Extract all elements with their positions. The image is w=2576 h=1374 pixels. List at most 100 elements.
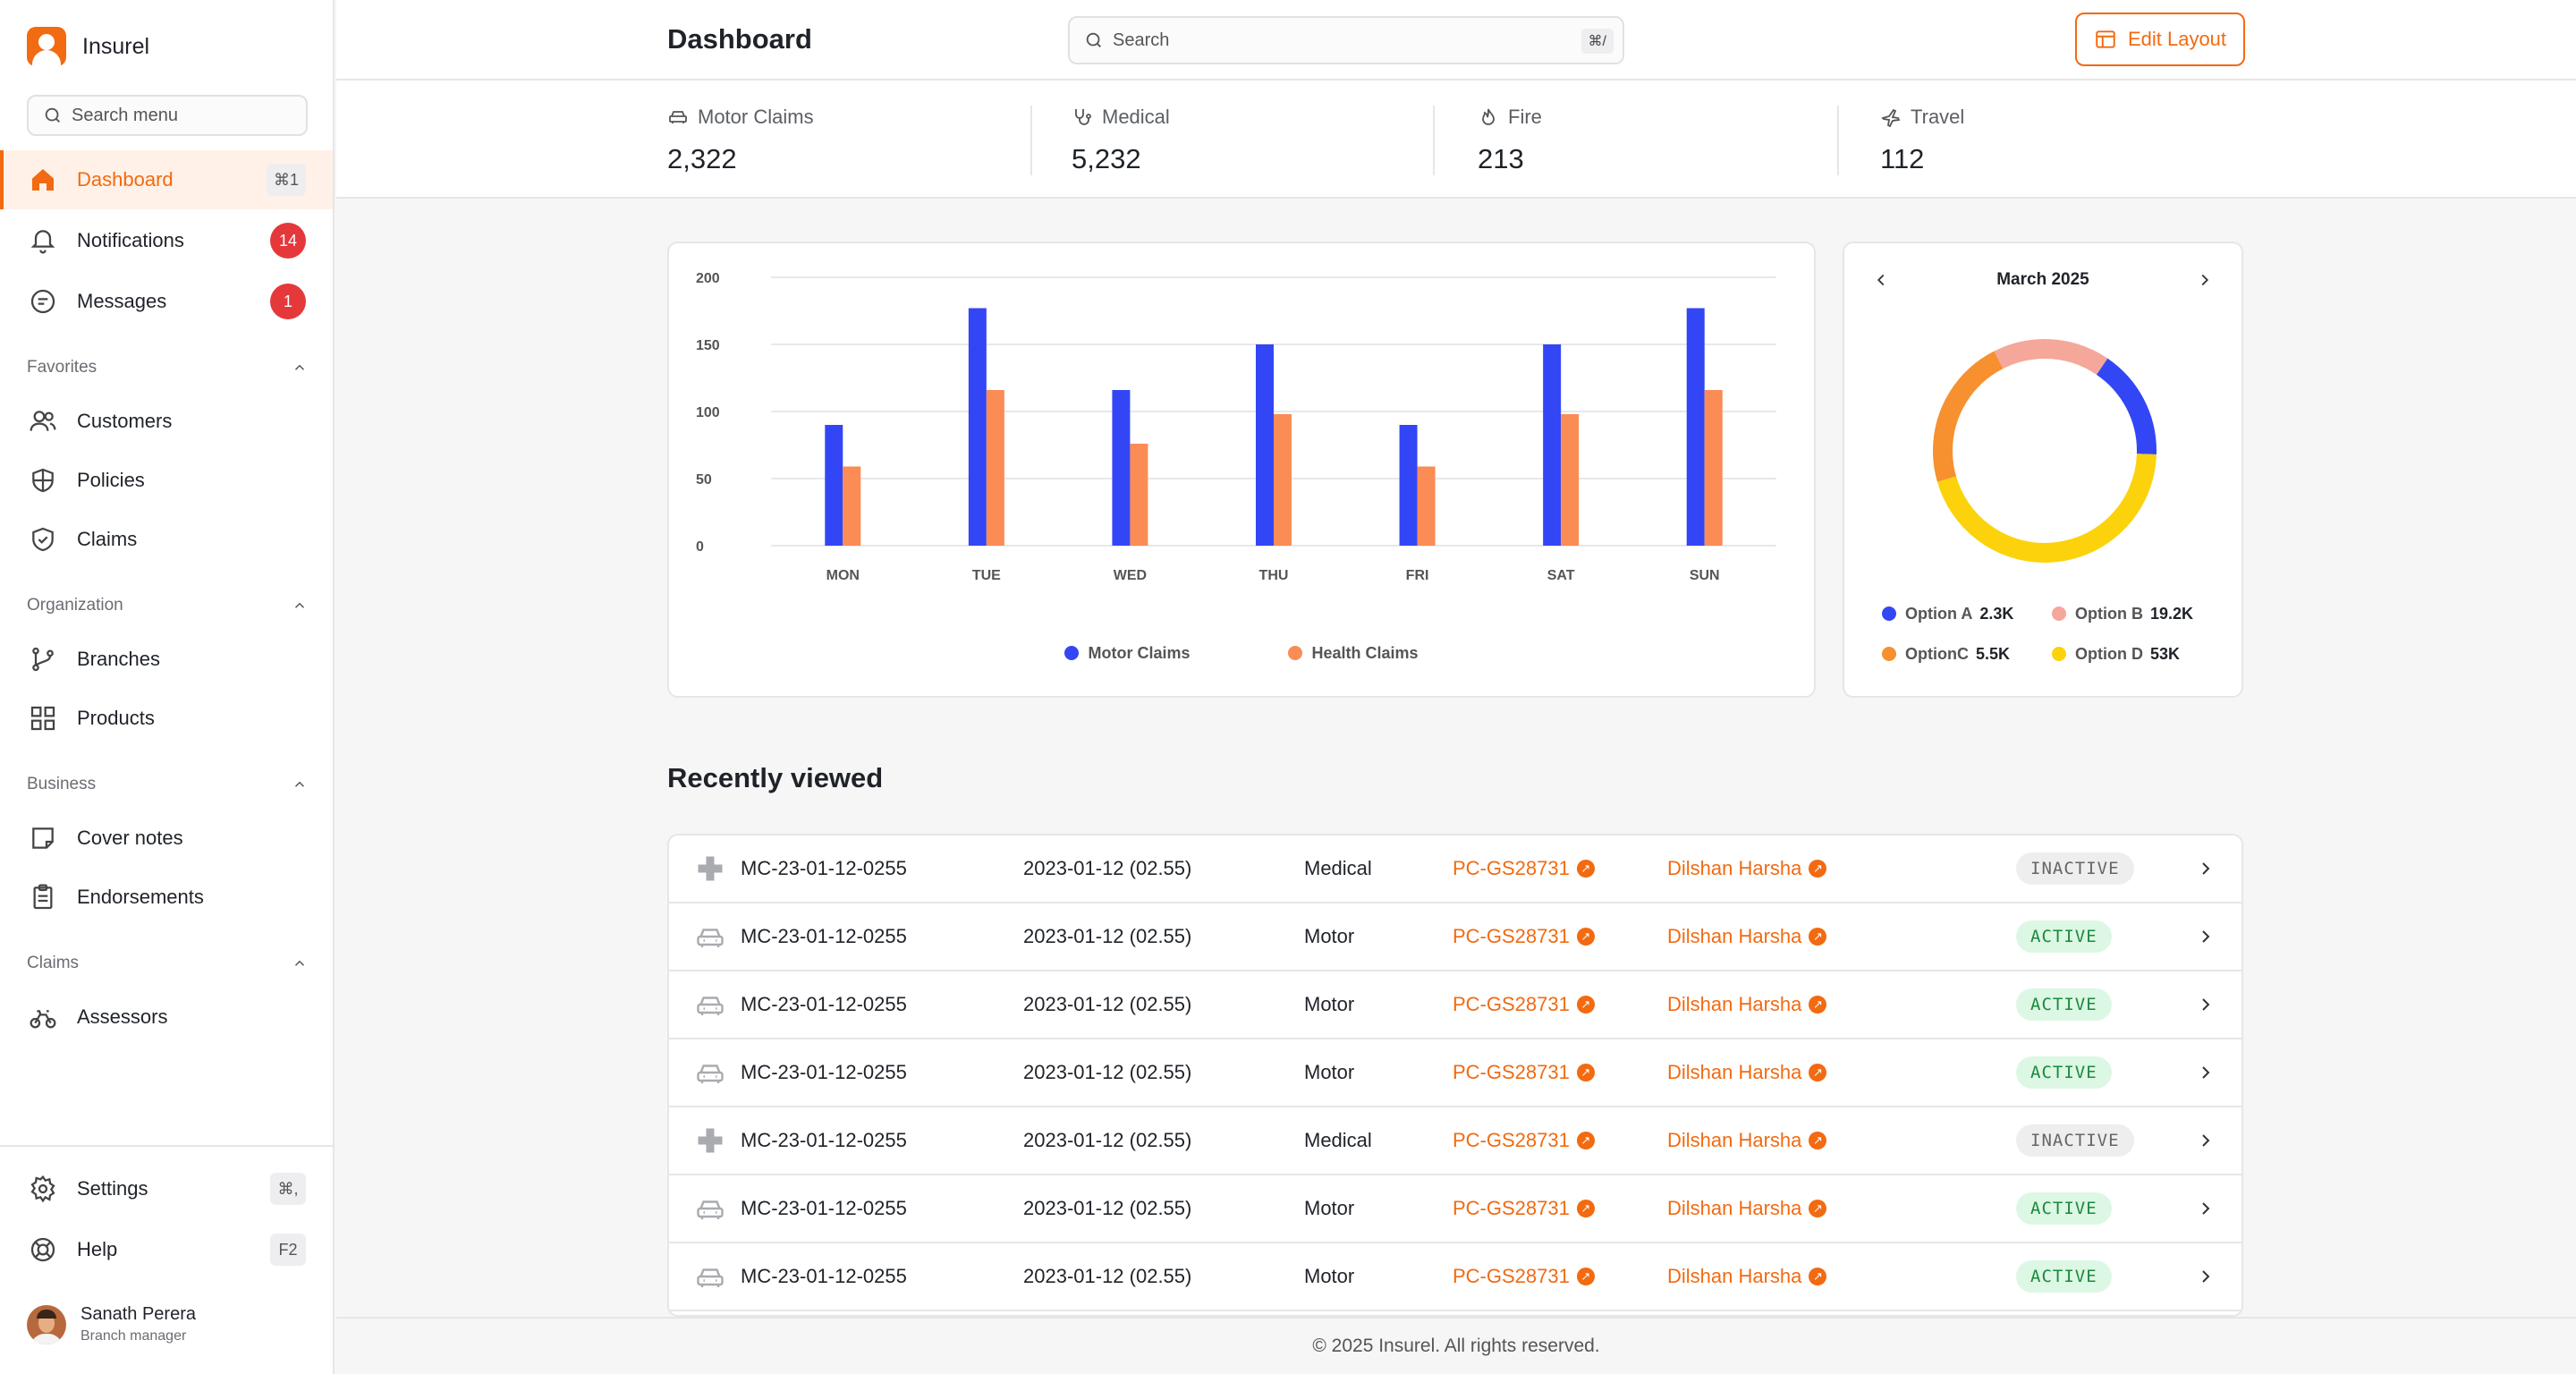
chevron-right-icon[interactable] bbox=[2195, 1062, 2216, 1083]
sidebar-item-messages[interactable]: Messages 1 bbox=[0, 272, 333, 331]
sidebar-search-input[interactable]: Search menu bbox=[27, 95, 308, 136]
chevron-right-icon[interactable] bbox=[2195, 270, 2215, 290]
legend-label: Option A bbox=[1905, 605, 1973, 623]
edit-layout-button[interactable]: Edit Layout bbox=[2075, 13, 2245, 66]
chevron-right-icon[interactable] bbox=[2195, 994, 2216, 1015]
user-profile[interactable]: Sanath Perera Branch manager bbox=[27, 1304, 196, 1344]
bar-motor-claims[interactable] bbox=[1399, 425, 1418, 546]
policy-link[interactable]: PC-GS28731 ↗ bbox=[1453, 1197, 1595, 1220]
donut-slice-option-b[interactable] bbox=[1933, 339, 2157, 563]
section-favorites[interactable]: Favorites bbox=[27, 358, 308, 377]
stat-travel[interactable]: Travel 112 bbox=[1880, 106, 1964, 175]
table-row[interactable]: MC-23-01-12-0255 2023-01-12 (02.55) Motor P… bbox=[669, 1175, 2241, 1243]
stat-fire[interactable]: Fire 213 bbox=[1478, 106, 1542, 175]
chevron-left-icon[interactable] bbox=[1871, 270, 1891, 290]
sidebar-item-label: Branches bbox=[77, 648, 160, 670]
status-badge: ACTIVE bbox=[2016, 1260, 2112, 1293]
recently-viewed-table: MC-23-01-12-0255 2023-01-12 (02.55) Medica… bbox=[667, 834, 2243, 1317]
bar-health-claims[interactable] bbox=[1417, 466, 1436, 547]
brand[interactable]: Insurel bbox=[27, 27, 149, 66]
stat-motor-claims[interactable]: Motor Claims 2,322 bbox=[667, 106, 814, 175]
customer-link[interactable]: Dilshan Harsha ↗ bbox=[1667, 925, 1827, 948]
bar-motor-claims[interactable] bbox=[1686, 308, 1705, 547]
legend-item-health-claims[interactable]: Health Claims bbox=[1288, 644, 1419, 663]
sidebar-item-label: Messages bbox=[77, 290, 167, 312]
sidebar-item-customers[interactable]: Customers bbox=[0, 392, 333, 451]
bar-motor-claims[interactable] bbox=[825, 425, 843, 546]
customer-link[interactable]: Dilshan Harsha ↗ bbox=[1667, 1265, 1827, 1288]
legend-item-option-c[interactable]: OptionC 5.5K bbox=[1882, 645, 2052, 664]
sidebar-item-endorsements[interactable]: Endorsements bbox=[0, 868, 333, 927]
sidebar-item-claims[interactable]: Claims bbox=[0, 510, 333, 569]
table-row[interactable]: MC-23-01-12-0255 2023-01-12 (02.55) Motor P… bbox=[669, 903, 2241, 971]
customer-link[interactable]: Dilshan Harsha ↗ bbox=[1667, 1197, 1827, 1220]
table-row[interactable]: MC-23-01-12-0255 2023-01-12 (02.55) Motor P… bbox=[669, 1039, 2241, 1107]
chevron-right-icon[interactable] bbox=[2195, 858, 2216, 879]
avatar bbox=[27, 1304, 66, 1344]
section-business[interactable]: Business bbox=[27, 775, 308, 794]
legend-item-option-d[interactable]: Option D 53K bbox=[2052, 645, 2222, 664]
customer-name: Dilshan Harsha bbox=[1667, 1061, 1802, 1083]
sidebar-item-assessors[interactable]: Assessors bbox=[0, 988, 333, 1047]
bar-motor-claims[interactable] bbox=[1543, 344, 1562, 546]
policy-link[interactable]: PC-GS28731 ↗ bbox=[1453, 1265, 1595, 1288]
policy-link[interactable]: PC-GS28731 ↗ bbox=[1453, 993, 1595, 1016]
sidebar-item-cover-notes[interactable]: Cover notes bbox=[0, 809, 333, 868]
section-organization[interactable]: Organization bbox=[27, 596, 308, 615]
chevron-right-icon[interactable] bbox=[2195, 926, 2216, 947]
git-branch-icon bbox=[32, 647, 54, 672]
policy-link[interactable]: PC-GS28731 ↗ bbox=[1453, 1129, 1595, 1152]
sidebar-item-notifications[interactable]: Notifications 14 bbox=[0, 211, 333, 270]
chevron-right-icon[interactable] bbox=[2195, 1130, 2216, 1151]
legend-value: 19.2K bbox=[2149, 605, 2194, 623]
sidebar-item-products[interactable]: Products bbox=[0, 689, 333, 748]
chevron-right-icon[interactable] bbox=[2195, 1266, 2216, 1287]
bar-health-claims[interactable] bbox=[1130, 444, 1148, 546]
policy-link[interactable]: PC-GS28731 ↗ bbox=[1453, 925, 1595, 948]
table-row[interactable]: MC-23-01-12-0255 2023-01-12 (02.55) Motor P… bbox=[669, 1243, 2241, 1311]
customer-link[interactable]: Dilshan Harsha ↗ bbox=[1667, 1129, 1827, 1152]
bar-motor-claims[interactable] bbox=[968, 308, 987, 547]
policy-link[interactable]: PC-GS28731 ↗ bbox=[1453, 1061, 1595, 1084]
legend-label: Option D bbox=[2075, 645, 2143, 663]
bar-health-claims[interactable] bbox=[1704, 390, 1723, 546]
sidebar-item-settings[interactable]: Settings ⌘, bbox=[0, 1159, 333, 1218]
sidebar-item-label: Notifications bbox=[77, 229, 184, 251]
table-row[interactable]: MC-23-01-12-0255 2023-01-12 (02.55) Medica… bbox=[669, 1107, 2241, 1175]
legend-item-option-b[interactable]: Option B 19.2K bbox=[2052, 605, 2222, 623]
donut-slice-optionc[interactable] bbox=[1933, 339, 2157, 563]
table-row[interactable]: MC-23-01-12-0255 2023-01-12 (02.55) Medica… bbox=[669, 835, 2241, 903]
donut-slice-option-a[interactable] bbox=[1933, 339, 2157, 563]
customer-link[interactable]: Dilshan Harsha ↗ bbox=[1667, 1061, 1827, 1084]
bar-motor-claims[interactable] bbox=[1256, 344, 1274, 546]
policy-link[interactable]: PC-GS28731 ↗ bbox=[1453, 857, 1595, 880]
donut-slice-option-d[interactable] bbox=[1933, 339, 2157, 563]
sidebar-item-branches[interactable]: Branches bbox=[0, 630, 333, 689]
legend-item-option-a[interactable]: Option A 2.3K bbox=[1882, 605, 2052, 623]
bar-health-claims[interactable] bbox=[986, 390, 1004, 546]
insurel-logo-icon bbox=[27, 27, 66, 66]
table-row[interactable]: MC-23-01-12-0255 2023-01-12 (02.55) Motor P… bbox=[669, 971, 2241, 1039]
sidebar-item-help[interactable]: Help F2 bbox=[0, 1220, 333, 1279]
section-claims[interactable]: Claims bbox=[27, 954, 308, 973]
bar-health-claims[interactable] bbox=[1561, 414, 1580, 546]
sidebar-search-placeholder: Search menu bbox=[72, 105, 178, 125]
sidebar-item-policies[interactable]: Policies bbox=[0, 451, 333, 510]
sidebar-item-dashboard[interactable]: Dashboard ⌘1 bbox=[0, 150, 333, 209]
external-link-icon: ↗ bbox=[1576, 860, 1595, 878]
bar-health-claims[interactable] bbox=[1274, 414, 1292, 546]
chevron-up-icon bbox=[294, 781, 305, 787]
chevron-right-icon[interactable] bbox=[2195, 1198, 2216, 1219]
external-link-icon: ↗ bbox=[1809, 928, 1827, 946]
legend-label: Motor Claims bbox=[1088, 644, 1191, 662]
stat-medical[interactable]: Medical 5,232 bbox=[1072, 106, 1170, 175]
flame-icon bbox=[1482, 108, 1495, 125]
bar-health-claims[interactable] bbox=[843, 466, 861, 547]
search-input[interactable]: Search ⌘/ bbox=[1068, 16, 1624, 64]
customer-link[interactable]: Dilshan Harsha ↗ bbox=[1667, 993, 1827, 1016]
car-icon bbox=[697, 997, 724, 1015]
legend-item-motor-claims[interactable]: Motor Claims bbox=[1064, 644, 1190, 663]
legend-value: 2.3K bbox=[1979, 605, 2014, 623]
bar-motor-claims[interactable] bbox=[1112, 390, 1131, 546]
customer-link[interactable]: Dilshan Harsha ↗ bbox=[1667, 857, 1827, 880]
